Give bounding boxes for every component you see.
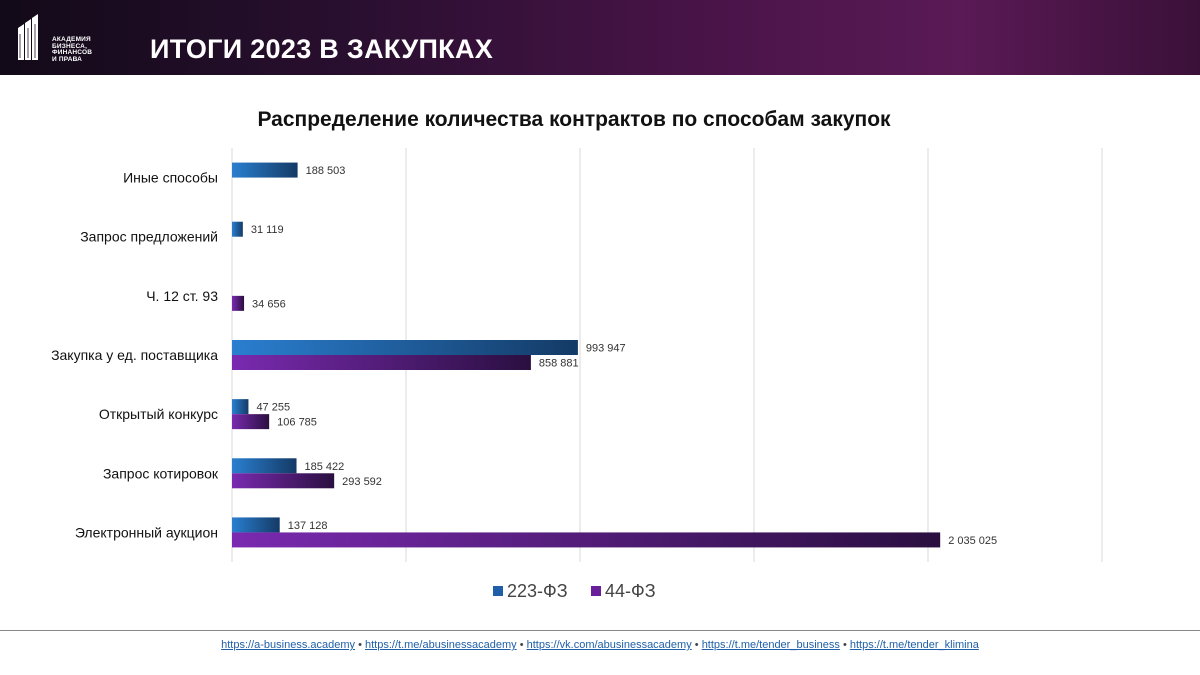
footer-separator: • — [519, 639, 524, 651]
data-label: 106 785 — [277, 417, 317, 429]
data-label: 858 881 — [539, 358, 579, 370]
category-label: Электронный аукцион — [75, 524, 218, 540]
bar-223fz — [232, 458, 297, 474]
data-label: 185 422 — [305, 461, 345, 473]
logo-line: БИЗНЕСА, — [52, 42, 88, 50]
bar-44fz — [232, 295, 245, 311]
data-label: 993 947 — [586, 343, 626, 355]
chart-title: Распределение количества контрактов по с… — [257, 108, 891, 131]
category-label: Ч. 12 ст. 93 — [146, 288, 218, 304]
bar-223fz — [232, 517, 280, 533]
page-title: ИТОГИ 2023 В ЗАКУПКАХ — [150, 34, 494, 64]
bar-44fz — [232, 414, 270, 430]
logo-text: АКАДЕМИЯ БИЗНЕСА, ФИНАНСОВ И ПРАВА — [52, 36, 93, 63]
bar-223fz — [232, 340, 578, 355]
data-label: 293 592 — [342, 476, 382, 488]
footer-divider — [0, 630, 1200, 631]
category-label: Закупка у ед. поставщика — [51, 347, 218, 363]
data-label: 188 503 — [306, 165, 346, 177]
data-label: 47 255 — [256, 402, 290, 414]
footer-link[interactable]: https://t.me/tender_business — [701, 639, 840, 651]
header-banner: АКАДЕМИЯ БИЗНЕСА, ФИНАНСОВ И ПРАВА ИТОГИ… — [0, 0, 1200, 75]
footer-link[interactable]: https://vk.com/abusinessacademy — [526, 639, 692, 651]
data-label: 31 119 — [251, 224, 284, 236]
bar-223fz — [232, 221, 243, 237]
bar-chart: Иные способы 188 503 Запрос предложений 31 … — [51, 148, 1103, 601]
data-label: 34 656 — [252, 298, 286, 310]
category-label: Запрос котировок — [103, 465, 219, 481]
legend-swatch — [591, 586, 601, 596]
academy-logo-icon — [18, 14, 38, 60]
bar-44fz — [232, 532, 941, 548]
category-label: Иные способы — [123, 170, 218, 186]
footer-link[interactable]: https://t.me/abusinessacademy — [365, 639, 517, 651]
data-label: 2 035 025 — [948, 535, 997, 547]
logo-line: АКАДЕМИЯ — [52, 36, 91, 43]
footer-link[interactable]: https://t.me/tender_klimina — [849, 639, 979, 651]
footer-links: https://a-business.academy • https://t.m… — [0, 639, 1200, 651]
bar-44fz — [232, 355, 531, 370]
category-label: Запрос предложений — [80, 229, 218, 245]
category-label: Открытый конкурс — [99, 406, 218, 422]
bar-223fz — [232, 162, 298, 178]
bar-223fz — [232, 399, 249, 415]
bar-44fz — [232, 473, 335, 489]
footer-separator: • — [694, 639, 699, 651]
legend-label: 44-ФЗ — [605, 581, 656, 601]
data-label: 137 128 — [288, 520, 328, 532]
logo-line: ФИНАНСОВ — [52, 49, 93, 56]
legend-swatch — [493, 586, 503, 596]
legend-label: 223-ФЗ — [507, 581, 568, 601]
logo-line: И ПРАВА — [52, 55, 83, 63]
footer-link[interactable]: https://a-business.academy — [221, 639, 356, 651]
footer-separator: • — [358, 639, 362, 651]
footer-separator: • — [842, 639, 847, 651]
